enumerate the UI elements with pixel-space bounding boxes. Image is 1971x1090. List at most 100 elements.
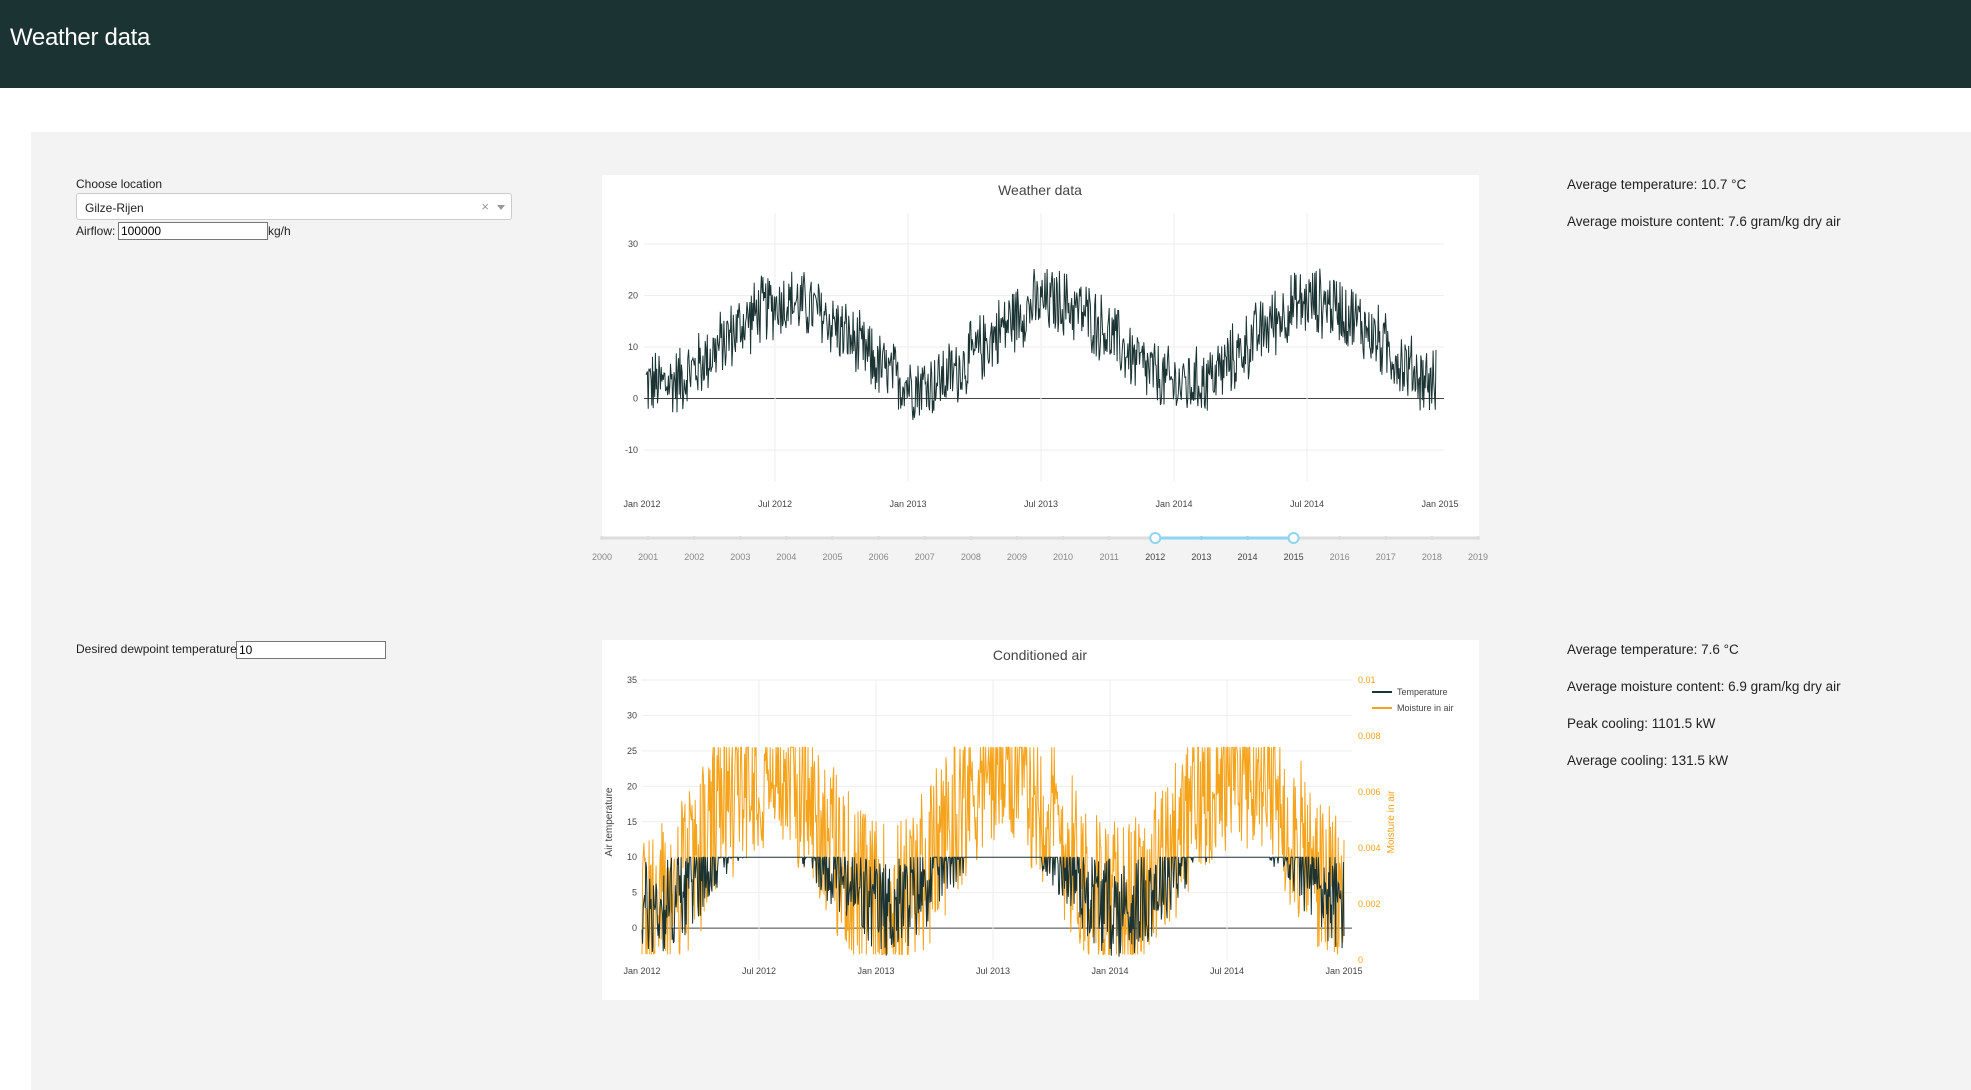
y-axis-title: Air temperature xyxy=(604,787,615,856)
slider-year-label[interactable]: 2005 xyxy=(823,552,843,562)
conditioned-chart[interactable]: Conditioned air 0 5 10 15 20 25 30 35 0 0.002 0.0… xyxy=(602,640,1479,1000)
x-tick-label: Jan 2015 xyxy=(1325,966,1362,976)
x-tick-label: Jan 2012 xyxy=(623,499,660,509)
y-tick-label: 25 xyxy=(627,746,637,756)
x-tick-label: Jan 2013 xyxy=(889,499,926,509)
y-tick-label: 5 xyxy=(632,888,637,898)
x-tick-label: Jul 2012 xyxy=(758,499,792,509)
location-selected-value: Gilze-Rijen xyxy=(85,201,144,215)
y2-tick-label: 0.004 xyxy=(1358,843,1381,853)
slider-year-label[interactable]: 2007 xyxy=(915,552,935,562)
airflow-label: Airflow: xyxy=(76,224,116,238)
slider-mark[interactable] xyxy=(922,536,927,540)
slider-mark[interactable] xyxy=(1199,536,1204,540)
weather-chart-card: Weather data -10 0 10 20 30 Jan 2012 Jul 2012… xyxy=(602,175,1479,538)
x-tick-label: Jul 2013 xyxy=(1024,499,1058,509)
slider-mark[interactable] xyxy=(1476,536,1480,540)
slider-mark[interactable] xyxy=(830,536,835,540)
y2-tick-label: 0.01 xyxy=(1358,675,1376,685)
conditioned-avg-temperature: Average temperature: 7.6 °C xyxy=(1567,642,1739,657)
slider-mark[interactable] xyxy=(1061,536,1066,540)
slider-year-label[interactable]: 2010 xyxy=(1053,552,1073,562)
x-tick-label: Jul 2014 xyxy=(1290,499,1324,509)
slider-year-label[interactable]: 2004 xyxy=(776,552,796,562)
moisture-series-line xyxy=(641,746,1345,955)
slider-year-label[interactable]: 2013 xyxy=(1191,552,1211,562)
conditioned-chart-title: Conditioned air xyxy=(993,647,1088,663)
y2-axis-title: Moisture in air xyxy=(1386,790,1397,853)
year-range-slider[interactable]: 2000 2001 2002 2003 2004 2005 2006 2007 2008 2009… xyxy=(585,530,1495,566)
slider-year-label[interactable]: 2001 xyxy=(638,552,658,562)
slider-mark[interactable] xyxy=(738,536,743,540)
header-bar: Weather data xyxy=(0,0,1971,88)
slider-year-label[interactable]: 2018 xyxy=(1422,552,1442,562)
weather-chart[interactable]: Weather data -10 0 10 20 30 Jan 2012 Jul 2012… xyxy=(602,175,1479,538)
slider-year-label[interactable]: 2000 xyxy=(592,552,612,562)
conditioned-avg-moisture: Average moisture content: 6.9 gram/kg dr… xyxy=(1567,679,1841,694)
legend-temperature-label[interactable]: Temperature xyxy=(1397,687,1448,697)
temperature-series-line xyxy=(641,855,1345,957)
slider-mark[interactable] xyxy=(876,536,881,540)
y2-tick-label: 0.008 xyxy=(1358,731,1381,741)
slider-mark[interactable] xyxy=(784,536,789,540)
slider-year-label[interactable]: 2019 xyxy=(1468,552,1488,562)
chevron-down-icon[interactable] xyxy=(497,205,505,210)
y2-tick-label: 0 xyxy=(1358,955,1363,965)
slider-mark[interactable] xyxy=(1429,536,1434,540)
slider-mark[interactable] xyxy=(600,536,604,540)
slider-year-label[interactable]: 2011 xyxy=(1099,552,1118,562)
slider-year-label[interactable]: 2002 xyxy=(684,552,704,562)
clear-icon[interactable]: × xyxy=(481,199,489,214)
slider-mark[interactable] xyxy=(1014,536,1019,540)
weather-avg-moisture: Average moisture content: 7.6 gram/kg dr… xyxy=(1567,214,1841,229)
y2-tick-label: 0.002 xyxy=(1358,899,1381,909)
slider-year-label[interactable]: 2008 xyxy=(961,552,981,562)
page-title: Weather data xyxy=(10,24,151,51)
y-tick-label: 10 xyxy=(627,852,637,862)
slider-mark[interactable] xyxy=(1383,536,1388,540)
x-tick-label: Jan 2013 xyxy=(857,966,894,976)
slider-mark[interactable] xyxy=(968,536,973,540)
legend-moisture-label[interactable]: Moisture in air xyxy=(1397,703,1454,713)
slider-year-label[interactable]: 2009 xyxy=(1007,552,1027,562)
slider-year-label[interactable]: 2003 xyxy=(730,552,750,562)
y-tick-label: 35 xyxy=(627,675,637,685)
dewpoint-input[interactable] xyxy=(236,641,386,659)
slider-year-label[interactable]: 2014 xyxy=(1237,552,1257,562)
slider-handle[interactable] xyxy=(1149,532,1162,544)
slider-mark[interactable] xyxy=(1245,536,1250,540)
slider-mark[interactable] xyxy=(1337,536,1342,540)
y-tick-label: 20 xyxy=(627,781,637,791)
slider-mark[interactable] xyxy=(1107,536,1112,540)
chart-legend[interactable]: Temperature Moisture in air xyxy=(1372,687,1454,713)
x-tick-label: Jul 2014 xyxy=(1210,966,1244,976)
conditioned-chart-card: Conditioned air 0 5 10 15 20 25 30 35 0 0.002 0.0… xyxy=(602,640,1479,1000)
y2-tick-label: 0.006 xyxy=(1358,787,1381,797)
x-tick-label: Jan 2012 xyxy=(623,966,660,976)
airflow-input[interactable] xyxy=(118,222,268,240)
y-tick-label: 15 xyxy=(627,817,637,827)
location-select[interactable]: Gilze-Rijen × xyxy=(76,193,512,220)
slider-year-label[interactable]: 2015 xyxy=(1284,552,1304,562)
dewpoint-label: Desired dewpoint temperature xyxy=(76,642,237,656)
x-tick-label: Jan 2014 xyxy=(1091,966,1128,976)
x-tick-label: Jan 2015 xyxy=(1421,499,1458,509)
x-tick-label: Jan 2014 xyxy=(1155,499,1192,509)
y-tick-label: 0 xyxy=(633,394,638,404)
slider-mark[interactable] xyxy=(692,536,697,540)
weather-chart-title: Weather data xyxy=(998,182,1082,198)
temperature-series-line xyxy=(645,268,1437,421)
x-tick-label: Jul 2012 xyxy=(742,966,776,976)
peak-cooling: Peak cooling: 1101.5 kW xyxy=(1567,716,1716,731)
y-tick-label: 0 xyxy=(632,923,637,933)
y-tick-label: 20 xyxy=(628,290,638,300)
slider-mark[interactable] xyxy=(646,536,651,540)
slider-year-label[interactable]: 2016 xyxy=(1330,552,1350,562)
slider-year-label[interactable]: 2012 xyxy=(1145,552,1165,562)
slider-year-label[interactable]: 2017 xyxy=(1376,552,1396,562)
average-cooling: Average cooling: 131.5 kW xyxy=(1567,753,1729,768)
weather-avg-temperature: Average temperature: 10.7 °C xyxy=(1567,177,1747,192)
slider-year-label[interactable]: 2006 xyxy=(869,552,889,562)
slider-handle[interactable] xyxy=(1287,532,1300,544)
location-label: Choose location xyxy=(76,177,163,191)
